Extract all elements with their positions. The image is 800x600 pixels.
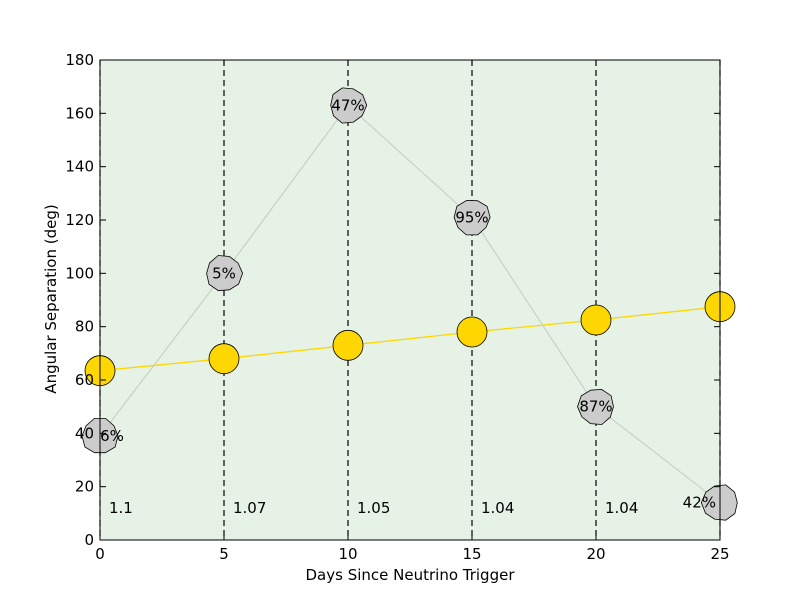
x-tick-label-0: 0: [95, 545, 105, 563]
x-tick-label-5: 25: [710, 545, 729, 563]
gold-point-3: [456, 316, 488, 348]
x-tick-label-4: 20: [586, 545, 605, 563]
bottom-label-0: 1.1: [109, 499, 133, 517]
bottom-label-4: 1.04: [605, 499, 638, 517]
bottom-label-1: 1.07: [233, 499, 266, 517]
x-axis-label: Days Since Neutrino Trigger: [306, 566, 516, 584]
series-line-1: [99, 306, 721, 372]
y-tick-label-7: 140: [65, 158, 94, 176]
gold-point-2: [332, 329, 364, 361]
gray-point-1: [206, 255, 244, 292]
point-label-5: 42%: [683, 494, 716, 512]
gray-point-2: [330, 87, 368, 124]
y-tick-label-8: 160: [65, 104, 94, 122]
gray-point-5: [700, 484, 738, 521]
y-axis-label: Angular Separation (deg): [42, 204, 60, 393]
plot-frame: [99, 59, 721, 541]
gold-point-1: [208, 343, 240, 375]
y-tick-label-4: 80: [75, 318, 94, 336]
point-label-3: 95%: [455, 208, 488, 226]
gold-point-4: [580, 304, 612, 336]
point-label-4: 87%: [579, 398, 612, 416]
gray-point-3: [453, 200, 491, 236]
point-label-1: 5%: [212, 264, 236, 282]
y-tick-label-9: 180: [65, 51, 94, 69]
x-tick-label-3: 15: [462, 545, 481, 563]
bottom-label-2: 1.05: [357, 499, 390, 517]
point-label-0: 6%: [100, 427, 124, 445]
point-label-2: 47%: [331, 96, 364, 114]
x-tick-label-1: 5: [219, 545, 229, 563]
y-tick-label-3: 60: [75, 371, 94, 389]
bottom-label-3: 1.04: [481, 499, 514, 517]
y-tick-label-2: 40: [75, 424, 94, 442]
gray-point-4: [577, 388, 614, 425]
y-tick-label-6: 120: [65, 211, 94, 229]
y-tick-label-0: 0: [84, 531, 94, 549]
series-line-0: [99, 104, 721, 504]
y-tick-label-5: 100: [65, 264, 94, 282]
x-tick-label-2: 10: [338, 545, 357, 563]
y-tick-label-1: 20: [75, 478, 94, 496]
plot-background: [100, 60, 720, 540]
